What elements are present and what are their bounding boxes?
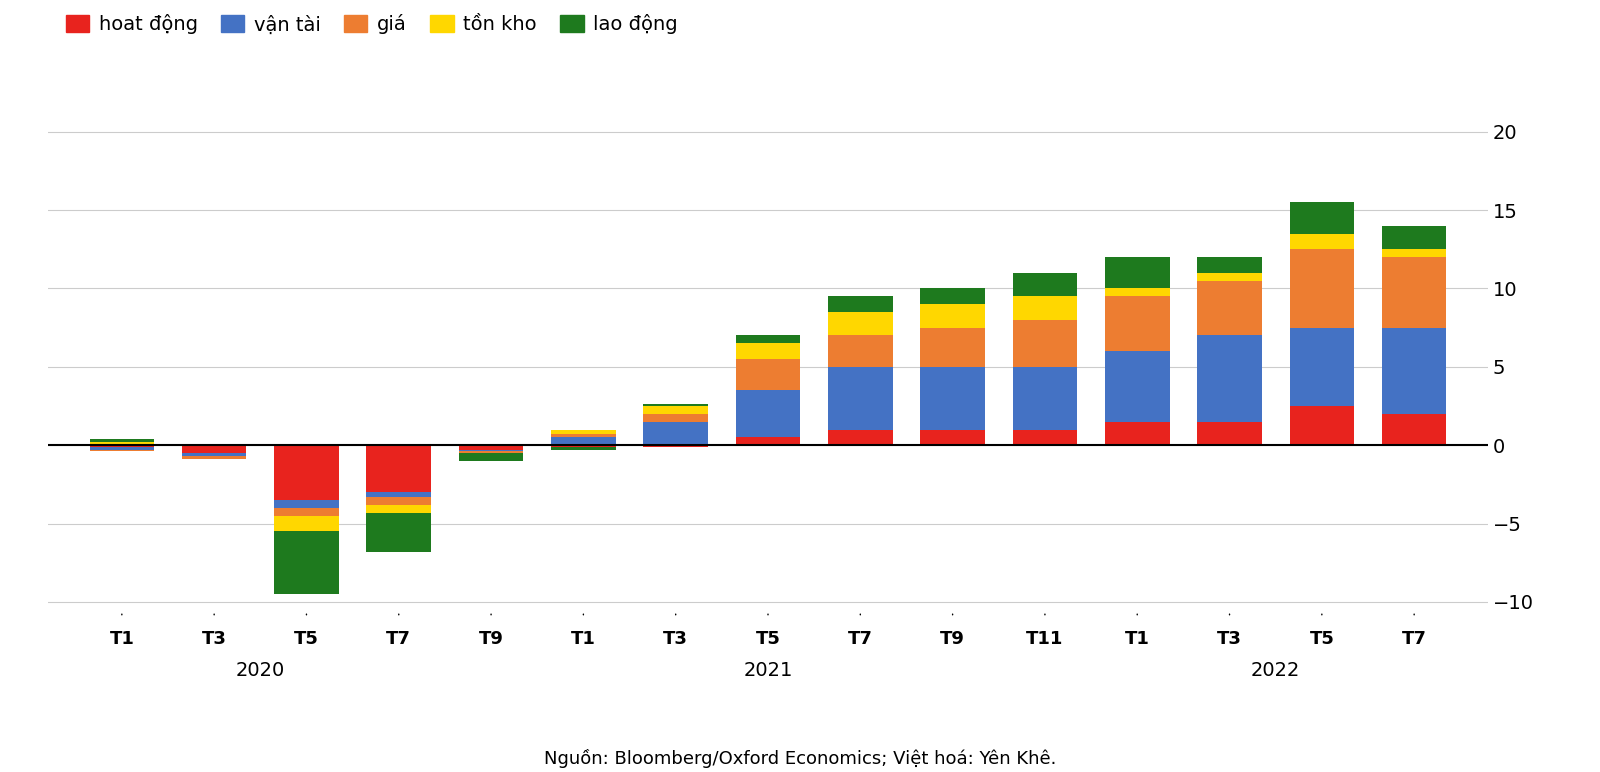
Bar	[829, 367, 893, 429]
Bar	[736, 336, 800, 344]
Bar	[274, 508, 339, 516]
Bar	[920, 289, 986, 304]
Bar	[90, 447, 154, 450]
Bar	[736, 391, 800, 438]
Bar	[182, 456, 246, 459]
Bar	[1197, 422, 1262, 445]
Bar	[90, 445, 154, 447]
Bar	[550, 429, 616, 434]
Bar	[274, 531, 339, 594]
Bar	[274, 445, 339, 500]
Bar	[90, 439, 154, 442]
Bar	[459, 452, 523, 453]
Bar	[1290, 406, 1354, 445]
Bar	[1197, 336, 1262, 422]
Text: T1: T1	[109, 630, 134, 648]
Bar	[1013, 367, 1077, 429]
Bar	[366, 493, 430, 497]
Bar	[459, 444, 523, 445]
Text: Nguồn: Bloomberg/Oxford Economics; Việt hoá: Yên Khê.: Nguồn: Bloomberg/Oxford Economics; Việt …	[544, 750, 1056, 768]
Bar	[643, 406, 707, 414]
Bar	[1290, 327, 1354, 406]
Bar	[1197, 280, 1262, 336]
Bar	[1382, 257, 1446, 327]
Bar	[274, 500, 339, 508]
Text: 2022: 2022	[1251, 662, 1301, 680]
Bar	[366, 445, 430, 493]
Text: T3: T3	[664, 630, 688, 648]
Text: T3: T3	[202, 630, 227, 648]
Bar	[1382, 327, 1446, 414]
Bar	[643, 405, 707, 406]
Bar	[920, 304, 986, 327]
Text: T7: T7	[386, 630, 411, 648]
Text: T1: T1	[571, 630, 595, 648]
Bar	[1106, 422, 1170, 445]
Bar	[550, 445, 616, 447]
Bar	[920, 429, 986, 445]
Bar	[550, 438, 616, 445]
Bar	[1013, 296, 1077, 320]
Bar	[1106, 296, 1170, 351]
Bar	[920, 327, 986, 367]
Bar	[182, 445, 246, 453]
Text: T7: T7	[1402, 630, 1427, 648]
Bar	[643, 422, 707, 445]
Bar	[736, 438, 800, 445]
Bar	[366, 513, 430, 552]
Bar	[1290, 249, 1354, 327]
Bar	[1106, 289, 1170, 296]
Text: T1: T1	[1125, 630, 1150, 648]
Bar	[1382, 414, 1446, 445]
Text: T5: T5	[755, 630, 781, 648]
Text: T7: T7	[848, 630, 872, 648]
Bar	[1382, 225, 1446, 249]
Bar	[550, 447, 616, 450]
Text: T3: T3	[1218, 630, 1242, 648]
Text: 2020: 2020	[235, 662, 285, 680]
Text: T9: T9	[478, 630, 504, 648]
Bar	[643, 445, 707, 447]
Bar	[1106, 257, 1170, 289]
Bar	[366, 497, 430, 505]
Bar	[182, 453, 246, 456]
Bar	[459, 453, 523, 461]
Text: T5: T5	[294, 630, 318, 648]
Bar	[829, 336, 893, 367]
Bar	[1013, 320, 1077, 367]
Text: 2021: 2021	[744, 662, 792, 680]
Legend: hoat động, vận tài, giá, tồn kho, lao động: hoat động, vận tài, giá, tồn kho, lao độ…	[58, 7, 686, 42]
Text: T5: T5	[1309, 630, 1334, 648]
Bar	[274, 516, 339, 531]
Bar	[366, 505, 430, 513]
Bar	[920, 367, 986, 429]
Bar	[90, 442, 154, 445]
Bar	[90, 450, 154, 452]
Bar	[736, 359, 800, 391]
Bar	[1290, 202, 1354, 234]
Bar	[829, 296, 893, 312]
Bar	[1013, 273, 1077, 296]
Bar	[1197, 273, 1262, 280]
Bar	[829, 429, 893, 445]
Bar	[829, 312, 893, 336]
Bar	[736, 344, 800, 359]
Bar	[643, 414, 707, 422]
Bar	[1106, 351, 1170, 422]
Bar	[1290, 234, 1354, 249]
Bar	[1013, 429, 1077, 445]
Bar	[1197, 257, 1262, 273]
Text: T11: T11	[1026, 630, 1064, 648]
Bar	[550, 434, 616, 438]
Bar	[1382, 249, 1446, 257]
Bar	[459, 450, 523, 452]
Bar	[459, 445, 523, 450]
Text: T9: T9	[941, 630, 965, 648]
Bar	[182, 444, 246, 445]
